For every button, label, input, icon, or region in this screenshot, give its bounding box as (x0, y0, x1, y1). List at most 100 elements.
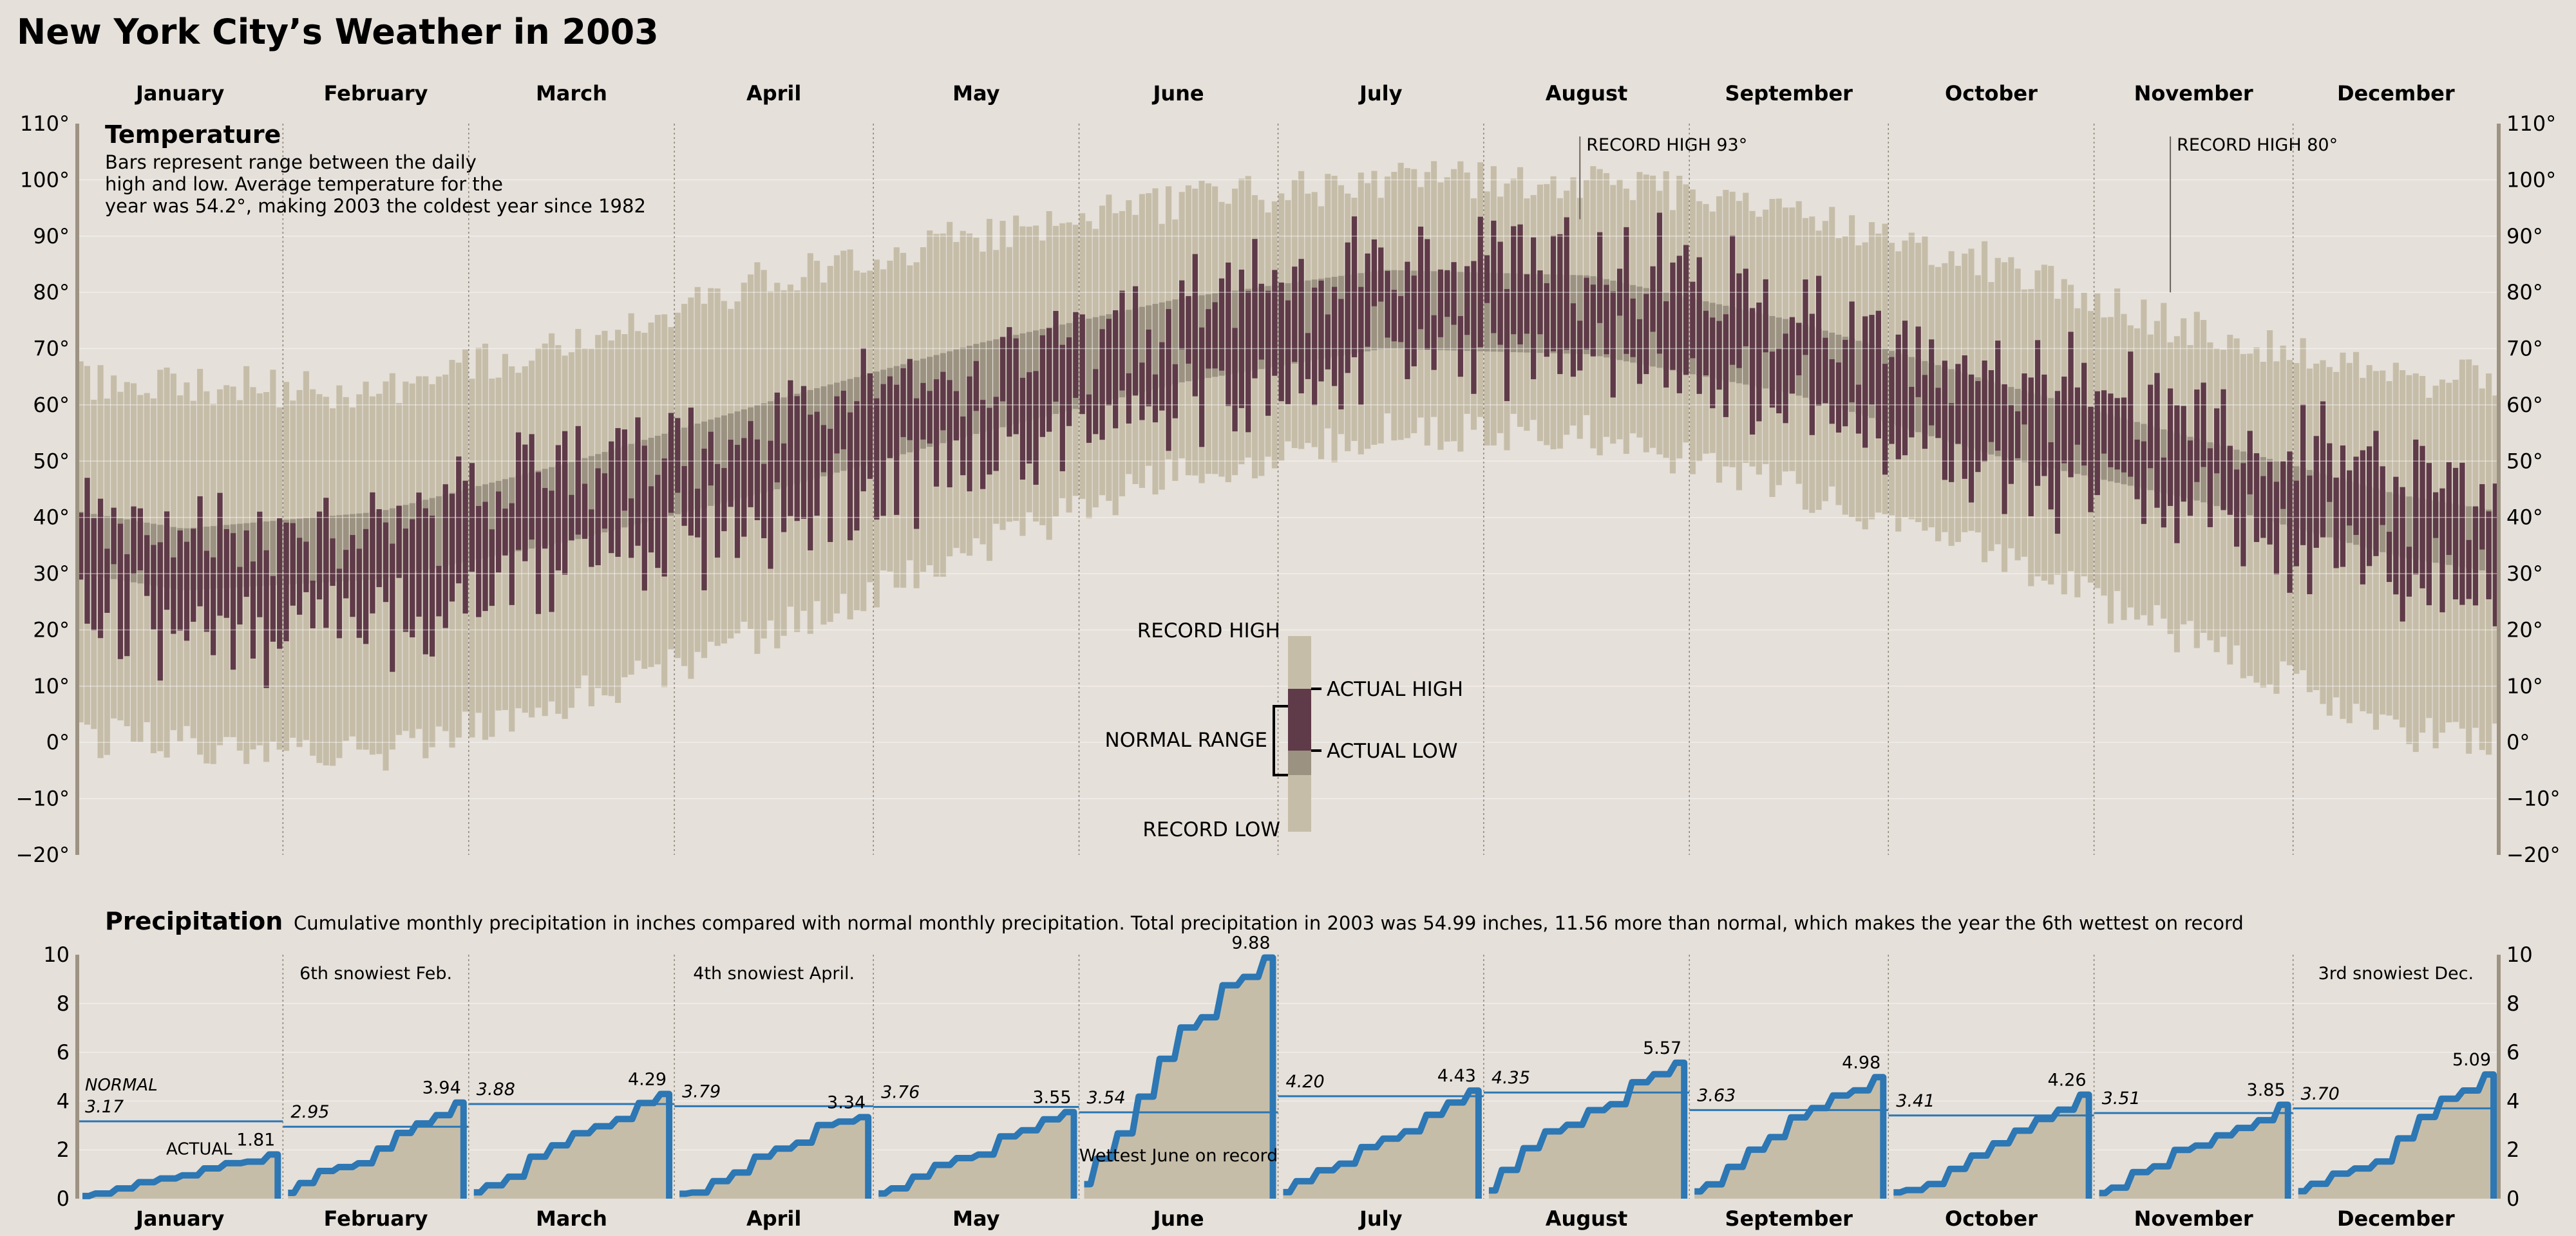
actual-range-bar (1312, 287, 1318, 406)
precipitation-actual-label: 4.98 (1842, 1053, 1880, 1072)
actual-range-bar (1769, 351, 1776, 408)
actual-range-bar (1643, 294, 1649, 375)
actual-range-bar (1166, 309, 1171, 451)
actual-range-bar (2161, 457, 2166, 528)
actual-range-bar (668, 413, 674, 513)
precipitation-normal-label: 3.79 (682, 1082, 721, 1101)
actual-range-bar (2227, 445, 2233, 515)
actual-range-bar (714, 464, 721, 558)
actual-range-bar (1397, 295, 1404, 342)
actual-range-bar (2214, 408, 2220, 474)
actual-range-bar (476, 506, 482, 617)
actual-range-bar (1716, 321, 1722, 390)
month-label-bottom: February (324, 1206, 428, 1231)
actual-range-bar (1995, 341, 2001, 451)
actual-range-bar (1889, 357, 1895, 444)
precipitation-actual-line (679, 1114, 872, 1199)
normal-range-bar (628, 444, 634, 526)
actual-range-bar (482, 501, 488, 612)
actual-range-bar (582, 483, 588, 539)
precipitation-actual-line (1283, 1087, 1482, 1199)
actual-range-bar (2486, 511, 2492, 599)
actual-range-bar (2347, 470, 2353, 526)
normal-range-bar (1743, 310, 1749, 385)
actual-range-bar (887, 376, 893, 458)
temperature-tick-left: −10° (15, 787, 70, 811)
normal-range-bar (1371, 271, 1378, 351)
precipitation-actual-label: 4.29 (628, 1069, 667, 1089)
actual-range-bar (237, 566, 243, 625)
actual-range-bar (422, 508, 428, 655)
actual-range-bar (1139, 362, 1145, 420)
actual-range-bar (502, 509, 508, 556)
month-label-bottom: January (135, 1206, 224, 1231)
actual-range-bar (1676, 256, 1682, 393)
actual-range-bar (1027, 372, 1032, 464)
normal-range-bar (721, 415, 727, 503)
precipitation-actual-line (2099, 1101, 2291, 1199)
actual-range-bar (78, 512, 84, 580)
actual-range-bar (2340, 445, 2346, 567)
actual-range-bar (701, 448, 707, 591)
actual-range-bar (947, 380, 952, 487)
actual-range-bar (323, 498, 329, 628)
actual-range-bar (940, 371, 946, 431)
actual-range-bar (820, 425, 827, 473)
precipitation-actual-line (1893, 1091, 2092, 1199)
actual-range-bar (124, 554, 130, 657)
actual-range-bar (144, 535, 150, 596)
actual-range-bar (1862, 316, 1868, 448)
actual-range-bar (111, 507, 117, 565)
precipitation-normal-label: 3.63 (1697, 1085, 1736, 1105)
temperature-tick-right: 50° (2506, 449, 2543, 473)
actual-range-bar (1815, 276, 1822, 406)
actual-range-bar (416, 492, 422, 617)
actual-range-bar (1252, 239, 1258, 379)
actual-range-bar (1298, 259, 1304, 394)
actual-range-bar (383, 522, 389, 603)
actual-range-bar (2054, 391, 2061, 534)
normal-range-bar (435, 496, 442, 568)
normal-range-bar (960, 347, 966, 438)
actual-range-bar (1656, 212, 1663, 354)
actual-range-bar (197, 496, 203, 606)
actual-range-bar (1696, 257, 1702, 394)
actual-range-bar (1789, 317, 1795, 394)
normal-range-bar (389, 508, 395, 577)
actual-range-bar (469, 463, 475, 572)
precipitation-actual-label: 1.81 (236, 1130, 275, 1150)
actual-range-bar (2088, 406, 2094, 512)
temperature-tick-right: 10° (2506, 674, 2543, 698)
actual-range-bar (2181, 406, 2186, 502)
temperature-title: Temperature (105, 120, 281, 149)
normal-range-bar (356, 513, 363, 581)
actual-range-bar (847, 412, 853, 541)
record-range-bar (2432, 386, 2439, 749)
actual-range-bar (1604, 285, 1609, 355)
actual-range-bar (396, 505, 402, 578)
actual-range-bar (1869, 315, 1875, 405)
actual-range-bar (2386, 532, 2392, 583)
actual-range-bar (2406, 547, 2412, 597)
actual-range-bar (1457, 315, 1463, 377)
actual-range-bar (2307, 475, 2313, 595)
actual-range-bar (2061, 377, 2067, 464)
normal-range-bar (1086, 318, 1092, 406)
precipitation-title: Precipitation (105, 907, 283, 935)
actual-range-bar (907, 359, 913, 440)
precipitation-tick-right: 2 (2506, 1138, 2519, 1162)
normal-range-bar (761, 403, 767, 493)
actual-range-bar (509, 503, 515, 605)
legend-record-low: RECORD LOW (1142, 818, 1280, 841)
month-label-bottom: December (2337, 1206, 2455, 1231)
actual-range-bar (1066, 337, 1072, 426)
actual-range-bar (1079, 314, 1085, 415)
actual-range-bar (171, 557, 176, 634)
actual-range-bar (748, 421, 753, 507)
month-label-top: November (2134, 81, 2253, 106)
actual-range-bar (1232, 328, 1238, 432)
precipitation-actual-label: 4.43 (1437, 1066, 1476, 1086)
actual-range-bar (880, 384, 886, 516)
normal-range-bar (124, 519, 130, 581)
